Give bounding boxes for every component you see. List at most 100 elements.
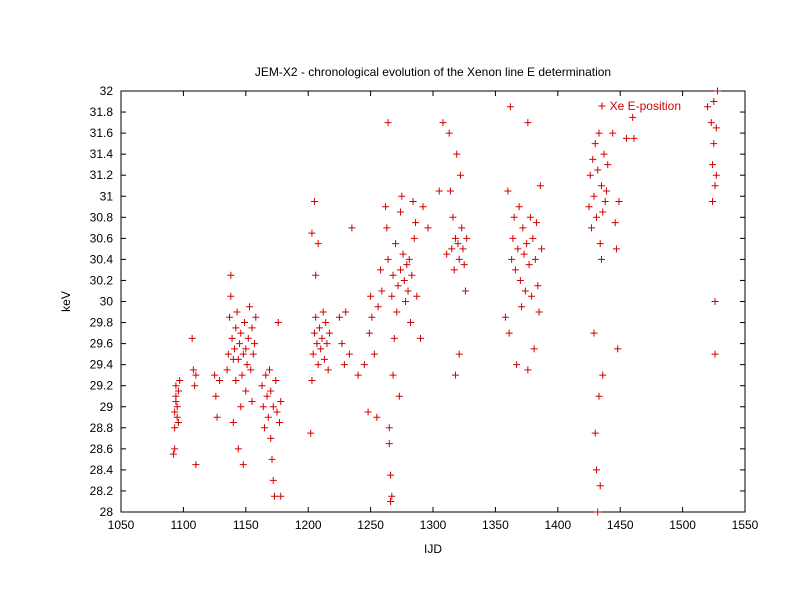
data-point bbox=[460, 261, 468, 269]
y-tick-label: 29.2 bbox=[90, 379, 114, 393]
data-point bbox=[216, 376, 224, 384]
data-point bbox=[273, 408, 281, 416]
data-point bbox=[413, 292, 421, 300]
data-point bbox=[595, 392, 603, 400]
data-point bbox=[526, 213, 534, 221]
data-point bbox=[189, 366, 197, 374]
data-point bbox=[317, 345, 325, 353]
data-point bbox=[373, 413, 381, 421]
data-point bbox=[388, 292, 396, 300]
data-point bbox=[227, 292, 235, 300]
data-point bbox=[612, 245, 620, 253]
data-point bbox=[505, 329, 513, 337]
data-point bbox=[259, 403, 267, 411]
data-point bbox=[367, 292, 375, 300]
data-point bbox=[224, 350, 232, 358]
data-point bbox=[338, 340, 346, 348]
data-point bbox=[455, 350, 463, 358]
data-point bbox=[514, 245, 522, 253]
data-point bbox=[247, 366, 255, 374]
data-point bbox=[233, 308, 241, 316]
data-point bbox=[443, 250, 451, 258]
data-point bbox=[392, 240, 400, 248]
data-point bbox=[383, 224, 391, 232]
data-point bbox=[248, 324, 256, 332]
data-point bbox=[710, 98, 718, 106]
data-point bbox=[597, 255, 605, 263]
y-tick-label: 29 bbox=[100, 400, 114, 414]
data-point bbox=[590, 192, 598, 200]
data-point bbox=[340, 361, 348, 369]
y-axis-tick-labels: 28 28.2 28.4 28.6 28.8 29 29.2 29.4 29.6 29.8 30 30… bbox=[90, 84, 114, 519]
data-point bbox=[710, 140, 718, 148]
data-point bbox=[229, 419, 237, 427]
data-point bbox=[176, 376, 184, 384]
data-point bbox=[435, 187, 443, 195]
data-point bbox=[251, 340, 259, 348]
y-axis-label: keV bbox=[59, 291, 73, 312]
data-point bbox=[709, 198, 717, 206]
data-point bbox=[364, 408, 372, 416]
x-tick-label: 1400 bbox=[544, 518, 571, 532]
data-point bbox=[410, 234, 418, 242]
data-point bbox=[533, 219, 541, 227]
data-point bbox=[325, 329, 333, 337]
data-point bbox=[368, 313, 376, 321]
data-point bbox=[242, 387, 250, 395]
data-point bbox=[599, 208, 607, 216]
data-point bbox=[510, 213, 518, 221]
data-point bbox=[314, 240, 322, 248]
data-point bbox=[511, 266, 519, 274]
data-point bbox=[271, 492, 279, 500]
data-point bbox=[314, 361, 322, 369]
x-axis-tick-labels: 1050 1100 1150 1200 1250 1300 1350 1400 1450 1500… bbox=[108, 518, 759, 532]
data-point bbox=[408, 271, 416, 279]
axis-ticks bbox=[120, 90, 746, 513]
data-point bbox=[308, 229, 316, 237]
data-point bbox=[324, 366, 332, 374]
data-point bbox=[395, 392, 403, 400]
data-points bbox=[169, 87, 722, 516]
data-point bbox=[712, 124, 720, 132]
data-point bbox=[404, 287, 412, 295]
data-point bbox=[711, 182, 719, 190]
data-point bbox=[400, 276, 408, 284]
y-tick-label: 29.8 bbox=[90, 316, 114, 330]
data-point bbox=[261, 424, 269, 432]
data-point bbox=[318, 334, 326, 342]
data-point bbox=[590, 329, 598, 337]
data-point bbox=[523, 240, 531, 248]
data-point bbox=[461, 287, 469, 295]
data-point bbox=[614, 345, 622, 353]
data-point bbox=[459, 245, 467, 253]
x-tick-label: 1050 bbox=[108, 518, 135, 532]
y-tick-label: 31.2 bbox=[90, 168, 114, 182]
data-point bbox=[238, 371, 246, 379]
data-point bbox=[417, 334, 425, 342]
data-point bbox=[236, 340, 244, 348]
x-tick-label: 1450 bbox=[607, 518, 634, 532]
data-point bbox=[609, 129, 617, 137]
data-point bbox=[525, 261, 533, 269]
data-point bbox=[246, 303, 254, 311]
y-tick-label: 28.8 bbox=[90, 421, 114, 435]
data-point bbox=[387, 497, 395, 505]
data-point bbox=[611, 219, 619, 227]
x-tick-label: 1550 bbox=[732, 518, 759, 532]
data-point bbox=[629, 113, 637, 121]
x-tick-label: 1500 bbox=[669, 518, 696, 532]
data-point bbox=[448, 245, 456, 253]
data-point bbox=[266, 366, 274, 374]
y-tick-label: 30.4 bbox=[90, 252, 114, 266]
data-point bbox=[277, 397, 285, 405]
x-tick-label: 1350 bbox=[482, 518, 509, 532]
data-point bbox=[419, 203, 427, 211]
data-point bbox=[191, 382, 199, 390]
data-point bbox=[520, 250, 528, 258]
y-tick-label: 30.6 bbox=[90, 231, 114, 245]
data-point bbox=[307, 429, 315, 437]
data-point bbox=[402, 298, 410, 305]
data-point bbox=[595, 129, 603, 137]
data-point bbox=[192, 371, 200, 379]
y-tick-label: 30.8 bbox=[90, 210, 114, 224]
